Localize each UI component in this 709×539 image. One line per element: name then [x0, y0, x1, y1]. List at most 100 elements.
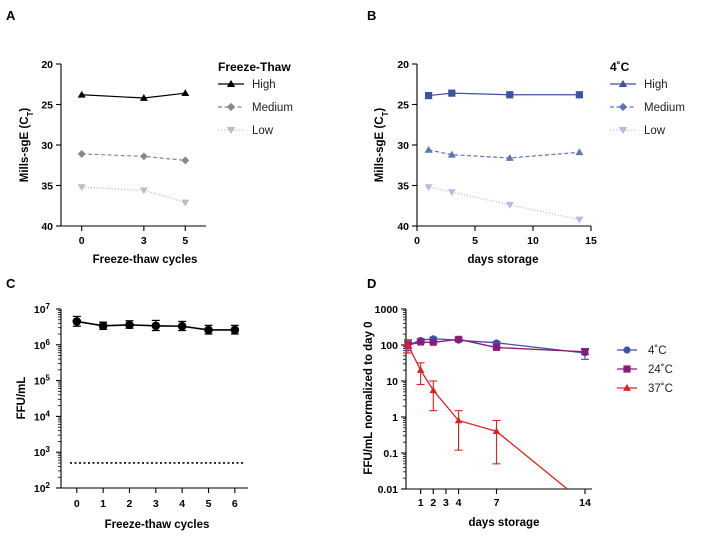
panel-b-y-label-close: )	[374, 108, 386, 112]
c-y-tick-label: 106	[34, 337, 51, 352]
b-legend-label-high: High	[644, 79, 668, 91]
a-x-tick-label: 0	[79, 235, 85, 247]
d-y-tick-label: 1	[392, 412, 398, 424]
a-legend-label-medium: Medium	[252, 102, 293, 114]
a-data-point-high	[181, 89, 190, 97]
panel-b-legend: High Medium Low	[610, 79, 685, 137]
a-data-point-high	[139, 94, 148, 101]
c-y-tick-base: 10	[34, 411, 46, 423]
d-x-tick-label: 7	[494, 497, 500, 509]
d-x-tick-label: 14	[579, 497, 591, 509]
c-data-point	[98, 321, 108, 331]
c-y-tick-label: 107	[34, 302, 51, 317]
panel-b: B 20 25 30 35 40 0 5 10 15 Mills-sgE (CT) days …	[367, 8, 685, 266]
panel-letter-d: D	[367, 276, 376, 291]
a-legend-label-low: Low	[252, 125, 274, 137]
c-data-point	[204, 325, 213, 335]
b-data-point-medium	[575, 148, 584, 156]
c-data-point	[151, 321, 161, 331]
a-data-point-medium	[139, 152, 148, 161]
d-data-point-37c	[492, 427, 501, 435]
d-y-tick-label: 0.1	[383, 448, 398, 460]
d-data-point-37c	[416, 366, 425, 373]
panel-b-series	[424, 89, 584, 224]
a-data-point-high	[77, 90, 86, 98]
c-y-tick-base: 10	[34, 340, 46, 352]
c-y-tick-exponent: 5	[46, 373, 51, 382]
c-y-tick-label: 104	[34, 409, 51, 424]
d-data-point-24c	[455, 335, 462, 343]
b-data-point-low	[575, 216, 584, 224]
d-series-line-37c	[407, 344, 568, 489]
b-y-tick-label: 20	[397, 59, 409, 71]
b-y-tick-label: 35	[397, 181, 409, 193]
a-data-point-low	[139, 187, 148, 195]
d-data-point-37c	[429, 386, 438, 394]
panel-b-y-label: Mills-sgE (CT)	[374, 108, 390, 183]
panel-d-y-label: FFU/mL normalized to day 0	[363, 321, 375, 474]
b-data-point-medium	[424, 145, 433, 153]
c-x-tick-label: 3	[153, 498, 159, 510]
b-data-point-high	[448, 89, 456, 97]
b-data-point-high	[425, 91, 433, 100]
b-legend-label-medium: Medium	[644, 102, 685, 114]
d-legend-marker-4c	[623, 346, 631, 354]
d-data-point-37c	[404, 341, 412, 348]
panel-a-x-ticks: 0 3 5	[79, 226, 188, 247]
b-data-point-low	[424, 184, 433, 192]
b-data-point-medium	[505, 154, 514, 161]
c-data-point	[72, 317, 82, 326]
d-legend-marker-24c	[623, 365, 631, 373]
panel-d-series	[404, 335, 589, 489]
d-data-point-37c	[454, 416, 463, 424]
a-y-tick-label: 20	[41, 59, 53, 71]
d-y-tick-label: 100	[380, 340, 398, 352]
panel-c-series	[72, 315, 240, 335]
b-x-tick-label: 10	[527, 235, 539, 247]
d-y-tick-label: 1000	[375, 304, 399, 316]
panel-a-y-label: Mills-sgE (CT)	[19, 108, 35, 183]
a-series-line-low	[81, 186, 186, 204]
b-legend-marker-low	[618, 126, 628, 135]
d-data-point-24c	[429, 339, 437, 346]
panel-a-y-label-sub: T	[26, 111, 35, 116]
panel-b-y-label-main: Mills-sgE (C	[374, 116, 386, 182]
panel-b-y-ticks: 20 25 30 35 40	[397, 59, 417, 233]
c-y-tick-exponent: 4	[46, 409, 51, 418]
a-series-line-medium	[81, 153, 186, 161]
d-y-tick-label: 0.01	[378, 484, 399, 496]
panel-c-x-ticks: 0 1 2 3 4 5 6	[74, 488, 238, 510]
panel-d-x-label: days storage	[469, 517, 540, 529]
d-x-tick-label: 1	[418, 497, 424, 509]
a-y-tick-label: 35	[41, 181, 53, 193]
panel-d-x-ticks: 1 2 3 4 7 14	[418, 489, 591, 509]
a-data-point-medium	[181, 156, 190, 165]
panel-b-x-label: days storage	[468, 254, 539, 266]
b-legend-marker-high	[618, 79, 628, 88]
c-x-tick-label: 4	[179, 498, 185, 510]
c-x-tick-label: 1	[100, 498, 106, 510]
a-x-tick-label: 5	[182, 235, 188, 247]
a-legend-marker-high	[226, 79, 236, 88]
d-legend-marker-37c	[623, 384, 631, 391]
panel-b-legend-title: 4˚C	[610, 60, 630, 74]
b-y-tick-label: 40	[397, 221, 409, 233]
a-legend-marker-low	[226, 126, 236, 135]
b-data-point-low	[505, 202, 514, 209]
panel-letter-b: B	[367, 8, 376, 23]
panel-letter-a: A	[6, 8, 16, 23]
panel-b-y-label-text: Mills-sgE (CT)	[374, 108, 390, 183]
panel-a-y-label-close: )	[19, 108, 31, 112]
c-y-tick-base: 10	[34, 376, 46, 388]
c-data-point	[230, 325, 240, 335]
d-data-point-24c	[493, 344, 500, 351]
c-y-tick-label: 103	[34, 445, 51, 460]
c-y-tick-exponent: 2	[46, 481, 51, 490]
b-y-tick-label: 30	[397, 140, 409, 152]
a-legend-marker-medium	[226, 102, 236, 112]
c-x-tick-label: 2	[127, 498, 133, 510]
